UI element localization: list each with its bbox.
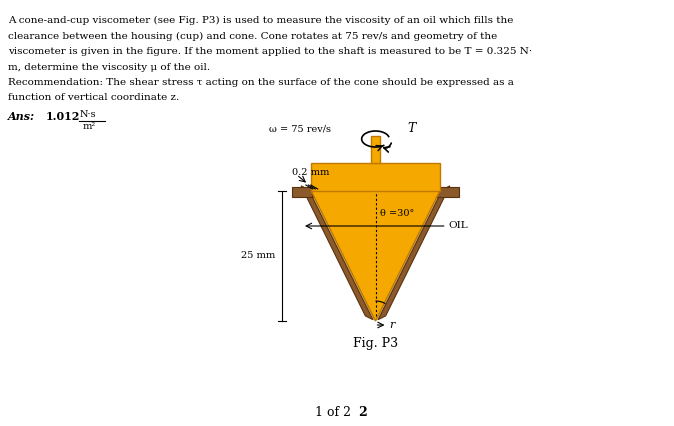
Polygon shape [301,186,373,320]
Text: OIL: OIL [449,222,468,230]
Text: Recommendation: The shear stress τ acting on the surface of the cone should be e: Recommendation: The shear stress τ actin… [8,78,514,87]
Text: A cone-and-cup viscometer (see Fig. P3) is used to measure the viscosity of an o: A cone-and-cup viscometer (see Fig. P3) … [8,16,514,25]
Text: function of vertical coordinate z.: function of vertical coordinate z. [8,93,179,103]
Polygon shape [311,191,439,321]
Bar [371,136,380,163]
Text: m, determine the viscosity μ of the oil.: m, determine the viscosity μ of the oil. [8,63,210,72]
Text: T: T [407,123,415,135]
Text: ω = 75 rev/s: ω = 75 rev/s [269,124,331,133]
Text: 1 of 2: 1 of 2 [315,406,351,420]
Text: 1.012: 1.012 [45,111,80,122]
Text: viscometer is given in the figure. If the moment applied to the shaft is measure: viscometer is given in the figure. If th… [8,47,532,56]
Text: Ans:: Ans: [8,111,35,122]
Text: 2: 2 [358,406,367,420]
Text: r: r [390,320,395,330]
Text: m²: m² [83,122,96,131]
Polygon shape [292,187,439,197]
Polygon shape [378,186,450,320]
Text: θ =30°: θ =30° [380,208,415,218]
Text: clearance between the housing (cup) and cone. Cone rotates at 75 rev/s and geome: clearance between the housing (cup) and … [8,32,497,40]
Text: 25 mm: 25 mm [241,251,276,261]
Text: 0.2 mm: 0.2 mm [292,169,329,178]
Bar [311,163,439,191]
Polygon shape [311,187,460,197]
Polygon shape [309,190,375,321]
Polygon shape [375,190,442,321]
Text: Fig. P3: Fig. P3 [353,337,398,349]
Text: N·s: N·s [80,110,96,119]
